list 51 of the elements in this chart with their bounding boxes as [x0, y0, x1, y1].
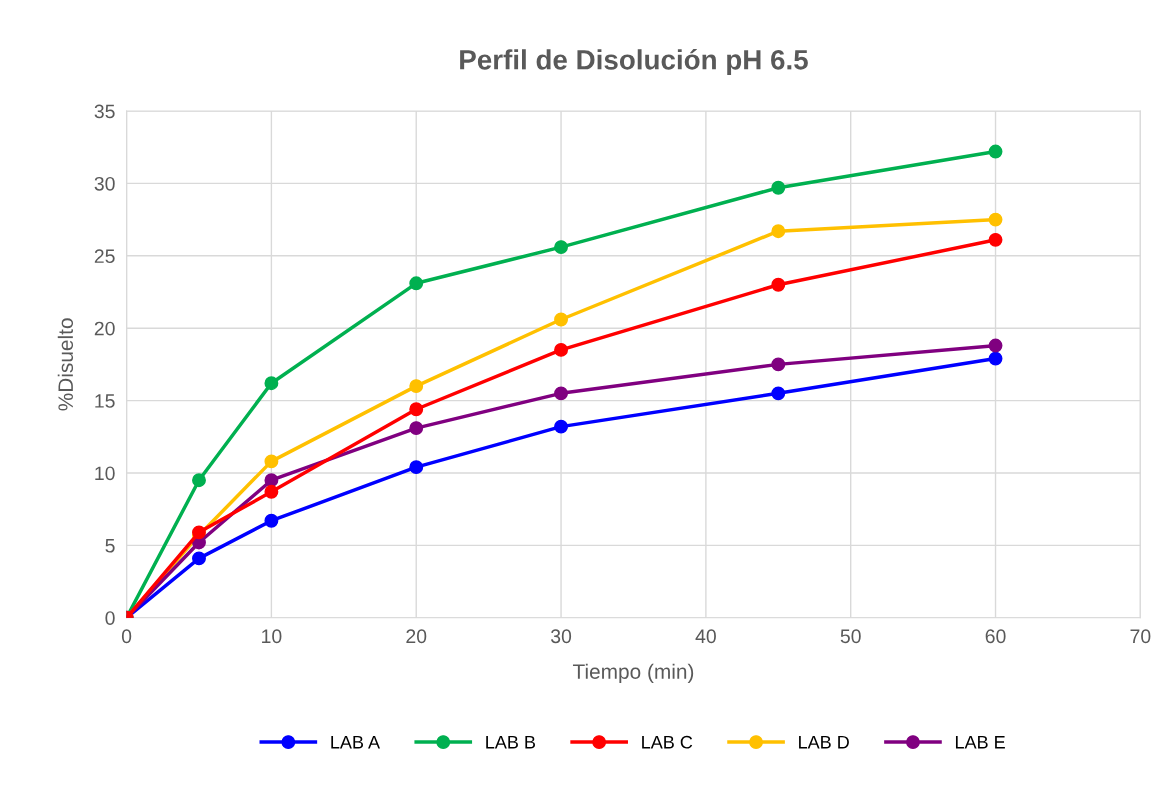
point: [192, 551, 206, 566]
y-tick-label: 5: [105, 539, 115, 553]
y-tick-label: 15: [95, 394, 115, 408]
x-tick-label: 30: [550, 629, 572, 644]
point: [264, 513, 279, 528]
y-axis-title: %Disuelto: [57, 318, 74, 411]
point: [409, 460, 424, 475]
point: [264, 376, 279, 391]
point: [554, 419, 568, 434]
point: [409, 379, 424, 394]
point: [988, 338, 1003, 353]
legend-label: LAB D: [799, 736, 849, 749]
x-tick-label: 20: [406, 629, 427, 644]
legend-label: LAB E: [955, 736, 1005, 749]
legend-label: LAB C: [642, 735, 693, 749]
y-tick-label: 0: [105, 611, 115, 625]
point: [409, 276, 424, 291]
point: [771, 277, 786, 292]
y-tick-label: 30: [94, 176, 115, 191]
point: [554, 312, 568, 327]
point: [554, 386, 568, 401]
x-tick-label: 60: [985, 629, 1006, 644]
point: [264, 484, 279, 499]
point: [988, 144, 1003, 159]
point: [264, 454, 279, 469]
x-tick-label: 10: [262, 629, 282, 644]
point: [409, 402, 424, 417]
x-tick-label: 50: [840, 629, 861, 644]
y-tick-label: 10: [95, 466, 115, 481]
point: [988, 212, 1003, 227]
point: [988, 232, 1003, 247]
point: [554, 342, 568, 357]
point: [771, 357, 786, 372]
point: [554, 240, 568, 255]
point: [264, 473, 279, 488]
point: [192, 473, 206, 488]
x-tick-label: 0: [121, 629, 132, 644]
point: [409, 421, 424, 436]
x-tick-label: 40: [695, 629, 716, 644]
point: [988, 351, 1003, 366]
legend-label: LAB A: [331, 736, 381, 749]
point: [771, 180, 786, 195]
chart-title: Perfil de Disolución pH 6.5: [460, 48, 808, 76]
y-tick-label: 35: [94, 104, 115, 119]
y-tick-label: 20: [94, 321, 115, 336]
x-axis-title: Tiempo (min): [572, 663, 694, 684]
point: [771, 386, 786, 401]
x-tick-label: 70: [1130, 629, 1151, 644]
point: [771, 224, 786, 239]
y-tick-label: 25: [94, 249, 115, 264]
legend-label: LAB B: [486, 736, 536, 749]
